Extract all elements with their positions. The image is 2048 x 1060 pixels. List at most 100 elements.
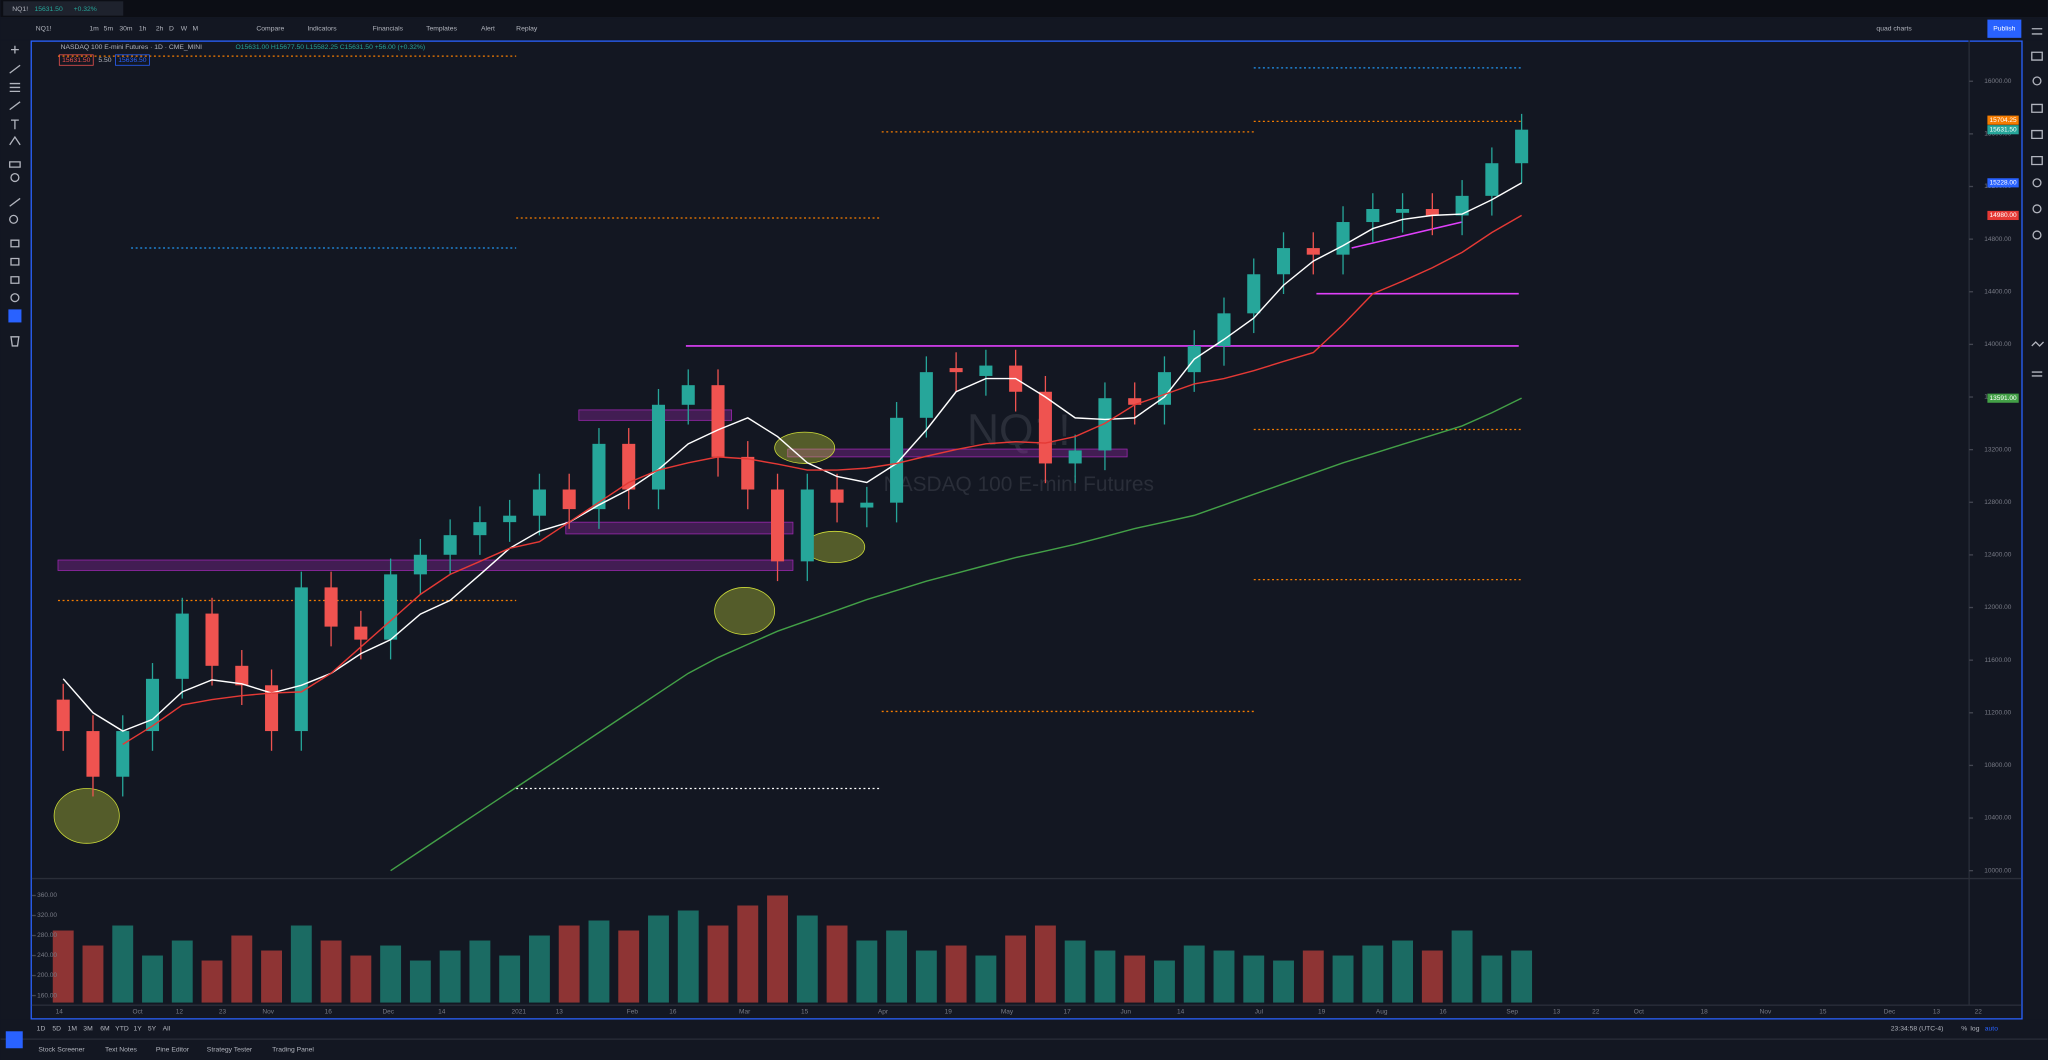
interval-button[interactable]: 2h — [156, 26, 164, 33]
range-button[interactable]: 3M — [83, 1025, 93, 1032]
range-button[interactable]: 1M — [68, 1025, 78, 1032]
interval-button[interactable]: 1h — [139, 26, 147, 33]
range-button[interactable]: 6M — [100, 1025, 110, 1032]
text-tool[interactable] — [10, 119, 19, 130]
log-toggle[interactable]: log — [1970, 1025, 1979, 1032]
candle-body — [473, 522, 487, 536]
volume-bar — [826, 925, 848, 1003]
ruler-tool[interactable] — [9, 197, 21, 207]
candle-body — [1336, 222, 1350, 255]
account-button[interactable] — [5, 1031, 23, 1049]
highlight-ellipse[interactable] — [53, 788, 120, 844]
toolbar-button[interactable]: Financials — [373, 26, 404, 33]
interval-button[interactable]: 5m — [104, 26, 114, 33]
range-button[interactable]: 5D — [52, 1025, 61, 1032]
trash-tool[interactable] — [10, 336, 20, 347]
magnet-tool[interactable] — [10, 239, 20, 248]
trendline-tool[interactable] — [9, 64, 21, 74]
chats-icon[interactable] — [2032, 230, 2042, 240]
range-button[interactable]: YTD — [115, 1025, 129, 1032]
eye-tool[interactable] — [10, 172, 20, 183]
volume-bar — [737, 905, 759, 1003]
zone[interactable] — [565, 521, 794, 535]
buy-button[interactable] — [115, 54, 150, 66]
range-button[interactable]: 5Y — [148, 1025, 157, 1032]
layout-name[interactable]: quad charts — [1876, 26, 1912, 33]
bottom-tab[interactable]: Text Notes — [105, 1046, 138, 1053]
lock-tool[interactable] — [10, 257, 20, 266]
y-tick-label: 12000.00 — [1984, 604, 2012, 611]
pattern-tool[interactable] — [9, 135, 21, 146]
highlight-ellipse[interactable] — [774, 431, 836, 464]
streams-icon[interactable] — [2032, 204, 2042, 214]
sidebar-icons — [2031, 28, 2044, 377]
menu-icon[interactable] — [2031, 28, 2043, 35]
hide-tool[interactable] — [10, 293, 20, 303]
candle-body — [562, 489, 576, 510]
price-label-box — [1987, 210, 2019, 221]
volume-bar — [142, 955, 163, 1003]
x-tick-label: Feb — [627, 1008, 639, 1015]
interval-button[interactable]: 30m — [119, 26, 133, 33]
hotlist-icon[interactable] — [2031, 129, 2043, 140]
x-tick-label: Oct — [1634, 1008, 1644, 1015]
brush-tool[interactable] — [9, 101, 21, 111]
notes-icon[interactable] — [2031, 371, 2043, 377]
bottom-tab[interactable]: Pine Editor — [156, 1046, 190, 1053]
active-tool[interactable] — [8, 309, 22, 323]
lock-all-tool[interactable] — [10, 276, 20, 284]
data-window-icon[interactable] — [2031, 103, 2043, 113]
highlight-ellipse[interactable] — [714, 587, 776, 635]
pivot-lines — [57, 55, 1522, 790]
measure-tool[interactable] — [9, 161, 21, 168]
y-tick-label: 10000.00 — [1984, 867, 2012, 874]
browser-tab[interactable] — [3, 1, 124, 16]
crosshair-tool[interactable] — [10, 45, 19, 54]
candle-body — [1455, 195, 1469, 216]
candle-body — [1366, 209, 1380, 223]
range-button[interactable]: 1Y — [133, 1025, 142, 1032]
ideas-icon[interactable] — [2032, 178, 2042, 188]
x-tick-label: Oct — [133, 1008, 143, 1015]
interval-button[interactable]: M — [192, 26, 198, 33]
bottom-tab[interactable]: Trading Panel — [272, 1046, 314, 1053]
volume-bar — [499, 955, 521, 1003]
sell-button[interactable] — [58, 54, 94, 66]
volume-tick-label: 200.00 — [37, 972, 57, 979]
percent-toggle[interactable]: % — [1961, 1025, 1967, 1032]
watchlist-icon[interactable] — [2031, 51, 2043, 61]
bottom-tab[interactable]: Strategy Tester — [207, 1046, 253, 1053]
toolbar-button[interactable]: Templates — [426, 26, 457, 33]
auto-toggle[interactable]: auto — [1985, 1025, 1998, 1032]
alerts-icon[interactable] — [2032, 76, 2042, 86]
tab-change: +0.32% — [74, 6, 97, 13]
range-button[interactable]: 1D — [37, 1025, 46, 1032]
interval-button[interactable]: D — [169, 26, 174, 33]
interval-button[interactable]: W — [181, 26, 188, 33]
toolbar-button[interactable]: Compare — [256, 26, 284, 33]
candle-body — [1306, 248, 1320, 255]
zoom-tool[interactable] — [9, 214, 19, 224]
range-button[interactable]: All — [163, 1025, 171, 1032]
publish-button[interactable] — [1987, 19, 2022, 38]
toolbar-button[interactable]: Indicators — [307, 26, 337, 33]
volume-bar — [618, 930, 640, 1003]
bottom-tab[interactable]: Stock Screener — [38, 1046, 85, 1053]
toolbar-button[interactable]: Replay — [516, 26, 538, 33]
toolbar-button[interactable]: Alert — [481, 26, 495, 33]
calendar-icon[interactable] — [2031, 155, 2043, 166]
volume-tick-label: 240.00 — [37, 952, 57, 959]
interval-button[interactable]: 1m — [89, 26, 99, 33]
candle-body — [651, 404, 666, 490]
volume-bar — [558, 925, 580, 1003]
trend-line[interactable] — [1351, 221, 1463, 249]
toolbar-symbol[interactable]: NQ1! — [36, 26, 52, 33]
candle-body — [503, 515, 517, 523]
fib-tool[interactable] — [9, 82, 21, 93]
volume-bar — [945, 945, 967, 1003]
volume-bar — [1124, 955, 1146, 1003]
price-label-box — [1987, 178, 2019, 188]
pine-icon[interactable] — [2031, 341, 2044, 347]
